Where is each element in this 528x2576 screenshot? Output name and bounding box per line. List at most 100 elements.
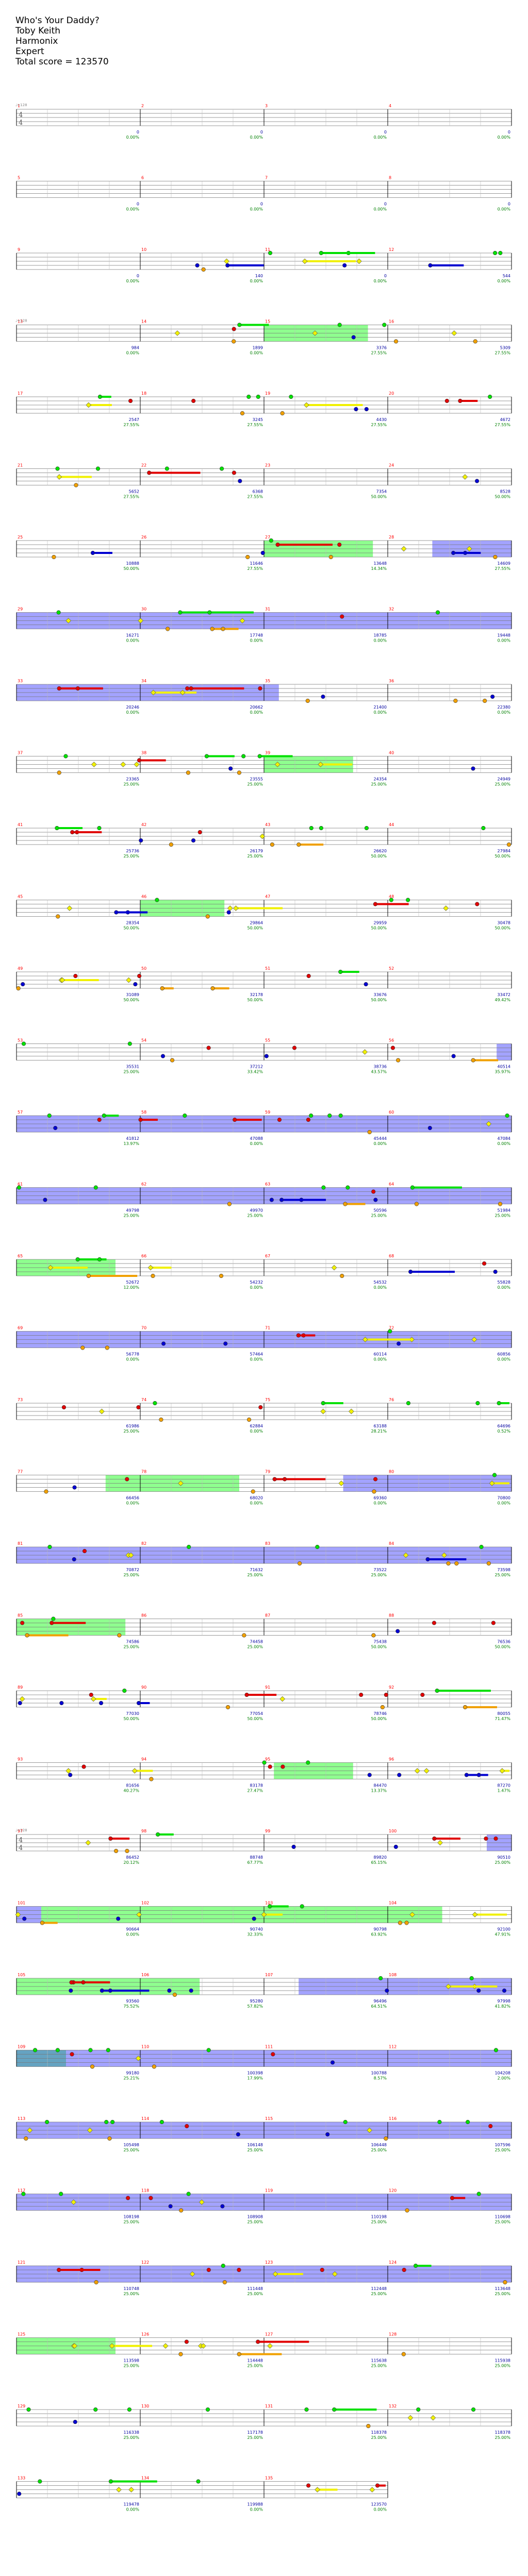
note-gem — [492, 1473, 497, 1477]
measure-percent: 64.51% — [371, 2004, 387, 2009]
measure-percent: 0.00% — [498, 710, 511, 715]
note-gem — [179, 689, 186, 696]
measure-number: 97 — [18, 1829, 23, 1833]
note-gem — [228, 766, 233, 771]
measure-percent: 50.00% — [494, 495, 510, 499]
note-gem — [237, 2352, 241, 2356]
measure-score: 47084 — [498, 1136, 510, 1141]
note-gem — [116, 2487, 122, 2493]
measure-number: 116 — [389, 2116, 397, 2121]
note-gem — [137, 973, 142, 979]
measure-percent: 50.00% — [371, 1716, 387, 1721]
measure-percent: 28.21% — [371, 1429, 387, 1434]
measure-percent: 0.00% — [250, 1357, 263, 1362]
measure-number: 8 — [389, 176, 391, 180]
note-gem — [56, 474, 62, 480]
measure-score: 93560 — [126, 1999, 139, 2003]
measure-percent: 27.55% — [123, 423, 139, 427]
note-gem — [331, 1265, 337, 1271]
note-gem — [395, 1629, 400, 1634]
measure-percent: 25.00% — [123, 1070, 139, 1074]
tempo-marker: ♩=128 — [15, 319, 27, 323]
measure-number: 109 — [18, 2045, 25, 2049]
note-gem — [245, 554, 250, 560]
note-gem — [221, 2263, 225, 2268]
measure-score: 5309 — [500, 346, 510, 350]
measure-score: 100788 — [371, 2071, 387, 2076]
time-signature-top: 4 — [19, 111, 23, 119]
note-gem — [397, 1341, 401, 1346]
note-gem — [232, 327, 236, 331]
note-gem — [242, 1633, 246, 1638]
measure-score: 97998 — [498, 1999, 510, 2003]
measure-score: 0 — [508, 202, 510, 207]
note-gem — [164, 466, 169, 471]
note-gem — [97, 1117, 102, 1122]
measure-score: 29864 — [250, 921, 263, 925]
measure-score: 4672 — [500, 417, 510, 422]
measure-percent: 40.27% — [123, 1789, 139, 1793]
measure-percent: 25.00% — [247, 2364, 263, 2368]
measure-percent: 27.55% — [371, 423, 387, 427]
measure-number: 64 — [389, 1182, 394, 1187]
note-gem — [444, 398, 449, 403]
measure-number: 91 — [265, 1685, 270, 1690]
measure-percent: 0.00% — [126, 2507, 140, 2512]
measure-percent: 0.00% — [126, 207, 140, 212]
note-gem — [149, 1777, 154, 1781]
note-gem — [224, 258, 229, 264]
note-gem — [201, 2343, 206, 2349]
measure-score: 118378 — [494, 2430, 510, 2435]
note-gem — [72, 2343, 78, 2349]
measure-score: 60856 — [498, 1352, 510, 1357]
note-gem — [483, 698, 487, 703]
note-gem — [71, 2199, 77, 2205]
measure-score: 84470 — [374, 1783, 387, 1788]
measure-percent: 25.21% — [123, 2076, 139, 2081]
measure-number: 71 — [265, 1326, 270, 1331]
note-gem — [338, 1113, 343, 1118]
measure-score: 23555 — [250, 777, 263, 782]
note-gem — [122, 1688, 127, 1693]
note-gem — [340, 614, 344, 619]
note-gem — [296, 842, 301, 847]
note-gem — [408, 1269, 413, 1274]
note-gem — [466, 546, 472, 552]
measure-score: 3376 — [376, 346, 387, 350]
note-gem — [275, 542, 280, 547]
measure-score: 115938 — [494, 2359, 510, 2363]
tempo-marker: ♩=128 — [15, 103, 27, 107]
measure-score: 70872 — [126, 1568, 139, 1572]
note-gem — [298, 1561, 302, 1566]
measure-percent: 0.00% — [126, 710, 140, 715]
note-gem — [88, 2048, 93, 2052]
note-gem — [268, 1764, 272, 1769]
note-gem — [47, 1544, 52, 1550]
measure-number: 42 — [141, 822, 146, 827]
note-gem — [63, 754, 68, 759]
note-gem — [70, 830, 75, 835]
measure-percent: 14.34% — [371, 566, 387, 571]
note-gem — [343, 2119, 348, 2125]
song-instrument: Harmonix — [15, 36, 58, 46]
measure-number: 57 — [18, 1110, 23, 1115]
measure-percent: 27.55% — [247, 566, 263, 571]
note-gem — [61, 1405, 67, 1410]
measure-number: 38 — [141, 751, 146, 755]
measure-score: 80055 — [498, 1711, 510, 1716]
note-gem — [401, 546, 407, 552]
measure-percent: 50.00% — [371, 926, 387, 931]
note-gem — [221, 627, 225, 631]
note-gem — [464, 1773, 469, 1777]
measure-number: 132 — [389, 2404, 397, 2409]
note-gem — [443, 905, 449, 911]
measure-score: 63188 — [374, 1424, 387, 1428]
measure-number: 65 — [18, 1254, 23, 1258]
note-gem — [414, 1202, 419, 1206]
measure-percent: 27.55% — [123, 495, 139, 499]
note-gem — [251, 1489, 255, 1494]
note-gem — [409, 1912, 415, 1917]
measure-score: 20662 — [250, 705, 263, 710]
measure-score: 61986 — [126, 1424, 139, 1428]
measure-number: 58 — [141, 1110, 146, 1115]
